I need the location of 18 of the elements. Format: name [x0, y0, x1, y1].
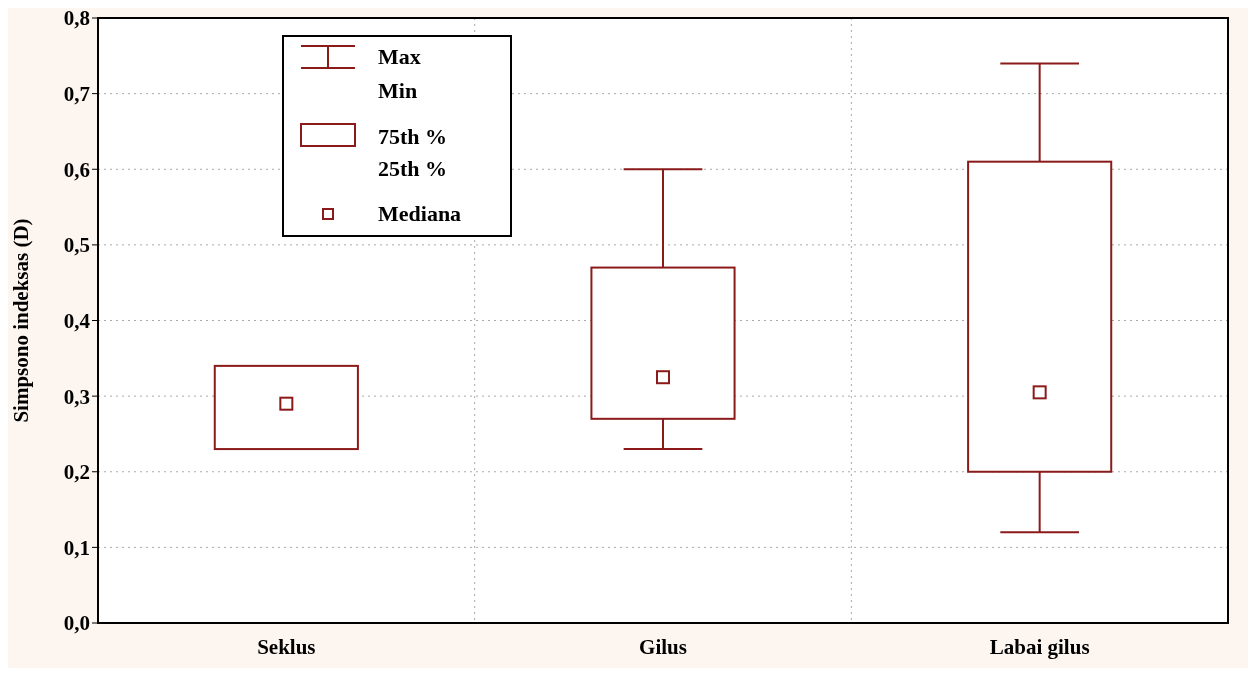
y-tick-label: 0,4: [63, 308, 91, 333]
annotation: 75th %: [378, 124, 448, 149]
annotation: Mediana: [378, 201, 462, 226]
annotation: Max: [378, 44, 421, 69]
annotation: 25th %: [378, 156, 448, 181]
annotation: Min: [378, 78, 418, 103]
y-tick-label: 0,7: [63, 82, 90, 107]
y-tick-label: 0,5: [63, 233, 90, 258]
y-tick-label: 0,1: [63, 535, 90, 560]
y-tick-label: 0,2: [63, 460, 90, 485]
y-axis-title: Simpsono indeksas (D): [9, 218, 34, 423]
y-tick-label: 0,3: [63, 384, 90, 409]
y-tick-label: 0,8: [63, 6, 90, 31]
x-tick-label: Labai gilus: [989, 634, 1090, 659]
x-tick-label: Gilus: [639, 634, 687, 659]
y-tick-label: 0,0: [63, 611, 90, 636]
x-tick-label: Seklus: [257, 634, 316, 659]
y-tick-label: 0,6: [63, 157, 90, 182]
